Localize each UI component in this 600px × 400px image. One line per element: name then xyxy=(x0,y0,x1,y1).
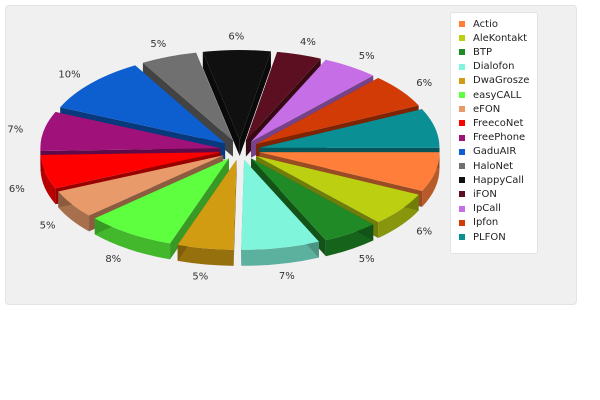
legend-item-btp[interactable]: BTP xyxy=(459,45,492,59)
legend-swatch xyxy=(459,120,465,127)
pie-slice-wall xyxy=(170,158,229,260)
legend-item-plfon[interactable]: PLFON xyxy=(459,230,506,244)
legend-item-ipfon[interactable]: Ipfon xyxy=(459,216,498,230)
pie-slice-top xyxy=(256,77,419,145)
legend-swatch xyxy=(459,234,465,240)
legend-swatch xyxy=(459,106,465,113)
legend-swatch xyxy=(459,21,465,27)
legend-swatch xyxy=(459,35,465,42)
pie-slice-side xyxy=(94,218,171,260)
legend-swatch xyxy=(459,177,465,184)
pie-slice-top xyxy=(251,158,374,241)
legend-label: iFON xyxy=(473,188,497,200)
legend-item-gaduair[interactable]: GaduAIR xyxy=(459,145,516,159)
legend-item-actio[interactable]: Actio xyxy=(459,17,498,31)
data-label-happycall: 6% xyxy=(228,32,244,43)
pie-slice-happycall[interactable] xyxy=(202,50,271,157)
legend-label: eFON xyxy=(473,103,501,115)
pie-slice-top xyxy=(245,51,321,141)
pie-slice-top xyxy=(259,152,440,191)
pie-slice-side xyxy=(422,152,440,207)
pie-slice-dialofon[interactable] xyxy=(241,159,319,266)
data-label-alekontakt: 6% xyxy=(416,227,432,238)
legend-item-efon[interactable]: eFON xyxy=(459,102,500,116)
pie-slice-side xyxy=(40,155,56,205)
pie-slice-top xyxy=(40,112,221,151)
legend-item-happycall[interactable]: HappyCall xyxy=(459,173,524,187)
data-label-ipfon: 6% xyxy=(416,78,432,89)
legend-item-dwagrosze[interactable]: DwaGrosze xyxy=(459,74,529,88)
legend-label: HaloNet xyxy=(473,160,514,172)
pie-slice-side xyxy=(241,241,319,266)
data-label-dwagrosze: 5% xyxy=(192,271,208,282)
legend-item-dialofon[interactable]: Dialofon xyxy=(459,60,514,74)
legend-label: GaduAIR xyxy=(473,146,517,158)
pie-slice-top xyxy=(60,65,226,144)
legend-label: easyCALL xyxy=(473,89,522,101)
pie-slice-top xyxy=(58,155,224,216)
legend-label: HappyCall xyxy=(473,174,524,186)
legend-item-ifon[interactable]: iFON xyxy=(459,187,497,201)
legend-item-halonet[interactable]: HaloNet xyxy=(459,159,513,173)
data-label-ifon: 4% xyxy=(300,37,316,48)
data-label-efon: 5% xyxy=(40,221,56,232)
data-label-btp: 5% xyxy=(359,254,375,265)
legend-item-ipcall[interactable]: IpCall xyxy=(459,202,501,216)
legend-swatch xyxy=(459,134,465,141)
legend-label: FreePhone xyxy=(473,132,526,144)
pie-slice-top xyxy=(142,52,233,141)
legend-item-freephone[interactable]: FreePhone xyxy=(459,131,525,145)
pie-slice-top xyxy=(241,159,319,250)
data-label-gaduair: 10% xyxy=(58,70,80,81)
legend-swatch xyxy=(459,92,465,98)
data-label-easycall: 8% xyxy=(105,254,121,265)
legend-swatch xyxy=(459,191,465,198)
legend-swatch xyxy=(459,49,465,56)
legend-item-freeconet[interactable]: FreecoNet xyxy=(459,116,523,130)
data-label-freephone: 7% xyxy=(7,124,23,135)
pie-slice-top xyxy=(256,155,419,223)
legend-label: Ipfon xyxy=(473,217,499,229)
legend-swatch xyxy=(459,77,465,84)
pie-slice-wall xyxy=(202,51,240,157)
legend-label: BTP xyxy=(473,46,492,58)
pie-slice-top xyxy=(202,50,271,141)
legend-swatch xyxy=(459,205,465,212)
pie-slice-side xyxy=(177,244,234,266)
pie-slice-top xyxy=(177,159,237,250)
legend-swatch xyxy=(459,219,465,226)
pie-slice-top xyxy=(251,59,374,142)
legend-item-alekontakt[interactable]: AleKontakt xyxy=(459,31,527,45)
pie-slice-wall xyxy=(239,51,271,157)
pie-slice-easycall[interactable] xyxy=(94,158,229,260)
legend-item-easycall[interactable]: easyCALL xyxy=(459,88,521,102)
data-label-freeconet: 6% xyxy=(9,184,25,195)
legend-swatch xyxy=(459,63,465,70)
legend-label: PLFON xyxy=(473,231,506,243)
data-label-ipcall: 5% xyxy=(359,51,375,62)
legend: Actio AleKontakt BTP Dialofon DwaGrosze easyC… xyxy=(450,12,538,254)
pie-slices xyxy=(40,50,440,266)
legend-label: IpCall xyxy=(473,203,501,215)
pie-slice-wall xyxy=(233,159,237,266)
legend-label: Dialofon xyxy=(473,61,515,73)
data-label-halonet: 5% xyxy=(150,39,166,50)
legend-label: Actio xyxy=(473,18,498,30)
legend-label: DwaGrosze xyxy=(473,75,530,87)
legend-swatch xyxy=(459,148,465,155)
legend-label: FreecoNet xyxy=(473,117,524,129)
pie-slice-top xyxy=(40,152,221,189)
data-label-dialofon: 7% xyxy=(279,271,295,282)
legend-label: AleKontakt xyxy=(473,32,528,44)
legend-swatch xyxy=(459,163,465,169)
pie-slice-top xyxy=(259,109,440,148)
pie-slice-dwagrosze[interactable] xyxy=(177,159,237,266)
pie-slice-top xyxy=(94,158,229,244)
